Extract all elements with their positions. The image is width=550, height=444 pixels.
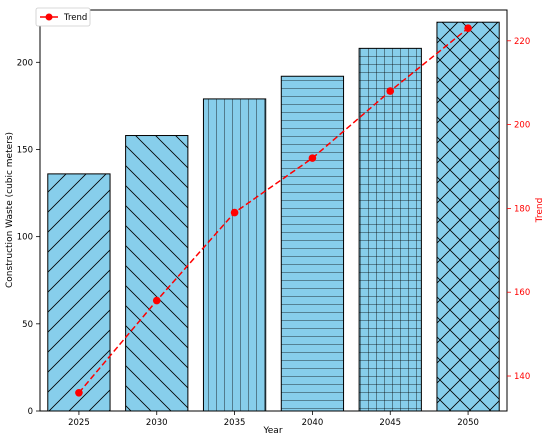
y-axis-right: 140 160 180 200 220	[507, 37, 530, 382]
trend-line	[78, 27, 469, 394]
trend-point-2040	[308, 154, 317, 162]
trend-line-layer	[75, 24, 472, 397]
y-right-tick-label: 180	[514, 204, 530, 214]
x-tick-label: 2045	[379, 418, 401, 428]
y-right-tick-label: 220	[514, 37, 530, 47]
y-left-tick-label: 100	[17, 233, 33, 243]
y-left-tick-label: 200	[17, 58, 33, 68]
x-tick-label: 2025	[68, 418, 90, 428]
y-left-tick-label: 50	[22, 320, 33, 330]
trend-point-2045	[386, 87, 395, 95]
x-axis-label: Year	[262, 426, 282, 436]
y-right-tick-label: 140	[514, 372, 530, 382]
trend-point-2050	[464, 24, 472, 33]
trend-point-2030	[152, 296, 161, 305]
x-tick-label: 2050	[457, 418, 479, 428]
y-axis-left: 0 50 100 150 200	[17, 58, 40, 417]
legend-label: Trend	[63, 13, 87, 23]
bars-layer	[47, 21, 500, 412]
trend-point-2035	[230, 208, 239, 217]
x-tick-label: 2030	[146, 418, 168, 428]
bar-2040	[280, 75, 345, 412]
y-axis-left-label: Construction Waste (cubic meters)	[5, 132, 15, 288]
trend-point-2025	[75, 388, 83, 397]
legend-marker-swatch	[45, 13, 53, 21]
x-tick-label: 2040	[302, 418, 324, 428]
bar-2035	[202, 98, 267, 412]
bar-2030	[125, 135, 189, 412]
bar-2025	[47, 173, 111, 412]
legend-box	[35, 7, 91, 27]
x-tick-label: 2035	[224, 418, 246, 428]
plot-frame	[39, 9, 508, 412]
y-left-tick-label: 150	[17, 145, 33, 155]
x-axis: 2025 2030 2035 2040 2045 2050	[68, 411, 479, 428]
legend: Trend	[35, 7, 91, 27]
y-right-tick-label: 160	[514, 288, 530, 298]
bar-2050	[436, 21, 500, 412]
y-left-tick-label: 0	[28, 407, 33, 417]
y-axis-right-label: Trend	[535, 198, 545, 224]
bar-2045	[358, 47, 422, 412]
y-right-tick-label: 200	[514, 121, 530, 131]
